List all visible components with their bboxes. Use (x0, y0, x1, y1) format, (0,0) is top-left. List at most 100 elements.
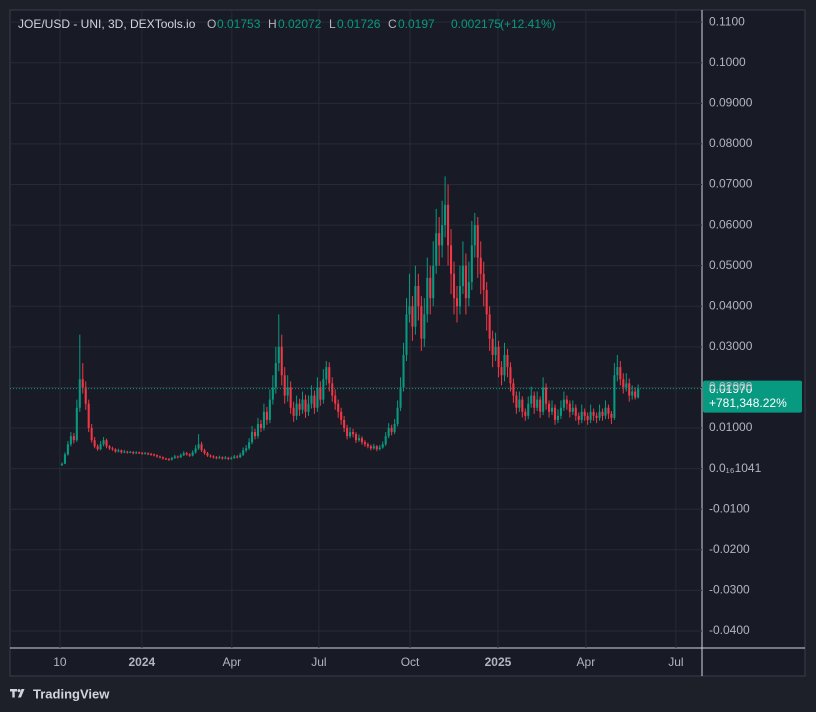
candle-body (173, 456, 176, 459)
y-tick-label: 0.1100 (709, 14, 745, 28)
candle-body (536, 399, 539, 408)
candle-body (307, 403, 310, 412)
candle-body (509, 367, 512, 384)
candle-body (381, 444, 384, 448)
candle-body (126, 451, 129, 453)
candle-body (224, 457, 227, 459)
candle-body (435, 233, 438, 266)
candle-body (527, 403, 530, 416)
brand-logo: TradingView (9, 686, 110, 701)
candle-body (601, 411, 604, 416)
candle-body (396, 407, 399, 424)
candle-body (191, 452, 194, 456)
candle-body (577, 415, 580, 420)
candle-body (506, 354, 509, 368)
candle-body (69, 436, 72, 445)
candle-body (545, 387, 548, 404)
candle-body (607, 407, 610, 414)
candle-body (230, 458, 233, 460)
last-price-label: 0.01970 (709, 382, 753, 396)
candle-body (515, 395, 518, 408)
candle-body (256, 423, 260, 437)
candle-body (114, 449, 117, 452)
candle-body (604, 407, 607, 416)
candle-body (592, 411, 595, 416)
candle-body (63, 454, 66, 464)
candle-body (420, 306, 423, 339)
candle-body (628, 383, 631, 396)
candle-body (99, 444, 102, 450)
y-tick-label: 0.1000 (709, 55, 746, 69)
candle-body (438, 233, 441, 246)
candle-body (87, 403, 90, 429)
candle-body (319, 387, 322, 400)
candle-body (548, 403, 551, 412)
candle-body (444, 204, 447, 226)
y-tick-label: -0.0200 (709, 542, 750, 556)
y-tick-label: 0.03000 (709, 339, 753, 353)
candle-body (622, 379, 625, 388)
candle-body (259, 423, 263, 429)
candle-body (461, 265, 464, 286)
candle-body (236, 456, 239, 458)
candle-body (179, 455, 182, 458)
candle-body (399, 387, 402, 408)
candle-body (354, 434, 358, 441)
candle-body (351, 432, 355, 435)
candle-body (102, 440, 105, 445)
candle-body (280, 346, 283, 376)
candle-body (239, 454, 242, 458)
candle-body (360, 438, 363, 443)
y-tick-label: 0.08000 (709, 136, 753, 150)
candle-body (245, 448, 248, 451)
chart-title: JOE/USD - UNI, 3D, DEXTools.io (18, 17, 196, 31)
candle-body (568, 403, 571, 412)
x-tick-label: 2024 (129, 655, 156, 669)
candle-body (188, 454, 191, 456)
candle-body (542, 387, 545, 412)
candle-body (251, 432, 254, 443)
candle-body (476, 225, 479, 258)
candle-body (372, 446, 375, 449)
candle-body (559, 407, 562, 416)
ohlc-value: 0.01726 (337, 17, 381, 31)
candle-body (494, 346, 497, 355)
candle-body (467, 281, 470, 299)
candle-body (393, 423, 396, 433)
candle-body (553, 407, 557, 420)
candle-body (212, 456, 215, 458)
candle-body (310, 395, 313, 404)
candles (60, 176, 640, 466)
candle-body (328, 367, 331, 384)
candle-body (625, 383, 628, 388)
candle-body (322, 379, 325, 400)
candle-body (144, 453, 147, 455)
candle-body (479, 257, 482, 274)
y-tick-label: -0.0400 (709, 623, 750, 637)
candle-body (138, 452, 141, 454)
candle-body (81, 379, 84, 388)
y-tick-label: 0.04000 (709, 298, 753, 312)
candle-body (221, 457, 224, 459)
candle-body (488, 314, 491, 339)
candle-body (343, 419, 346, 429)
candle-body (289, 387, 292, 408)
y-tick-label: 0.07000 (709, 177, 753, 191)
candle-body (533, 395, 536, 408)
x-tick-label: 10 (53, 655, 67, 669)
candle-body (556, 415, 559, 420)
y-tick-label: 0.06000 (709, 217, 753, 231)
candle-body (123, 451, 126, 453)
candle-body (108, 446, 111, 449)
candle-body (580, 411, 583, 420)
candle-body (66, 444, 69, 455)
candle-body (414, 285, 417, 327)
candle-body (153, 454, 156, 456)
candle-body (75, 407, 78, 441)
candle-body (402, 354, 405, 388)
candle-body (408, 306, 411, 315)
candle-body (274, 363, 277, 388)
candle-body (411, 306, 414, 327)
candle-body (203, 450, 206, 454)
